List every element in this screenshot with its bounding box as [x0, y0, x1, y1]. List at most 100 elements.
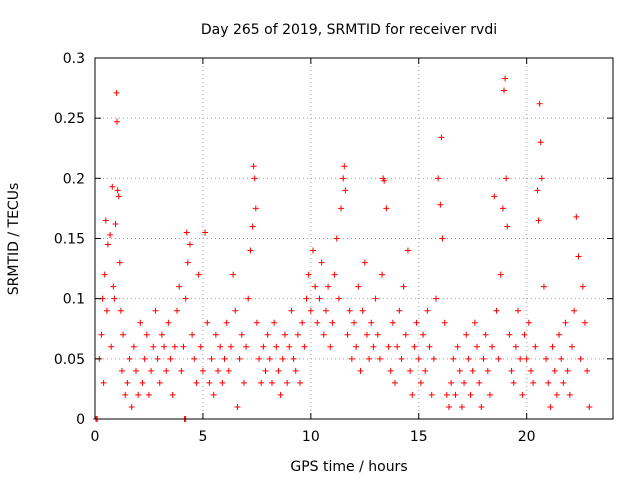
data-point: [133, 367, 140, 374]
data-point: [189, 331, 196, 338]
data-point: [361, 259, 368, 266]
data-point: [215, 367, 222, 374]
data-point: [258, 379, 265, 386]
data-point: [461, 379, 468, 386]
data-point: [167, 355, 174, 362]
data-point: [279, 355, 286, 362]
data-point: [409, 391, 416, 398]
data-point: [299, 319, 306, 326]
data-point: [387, 367, 394, 374]
data-point: [338, 205, 345, 212]
data-point: [174, 307, 181, 314]
data-point: [135, 391, 142, 398]
data-point: [394, 343, 401, 350]
data-point: [463, 331, 470, 338]
data-point: [204, 319, 211, 326]
data-point: [208, 355, 215, 362]
data-point: [525, 319, 532, 326]
data-point: [417, 379, 424, 386]
data-point: [141, 355, 148, 362]
data-point: [448, 379, 455, 386]
data-point: [452, 391, 459, 398]
y-tick-label: 0.15: [54, 232, 85, 248]
data-point: [318, 259, 325, 266]
data-point: [471, 319, 478, 326]
data-point: [535, 217, 542, 224]
data-point: [372, 295, 379, 302]
data-point: [256, 355, 263, 362]
data-point: [493, 307, 500, 314]
data-point: [219, 379, 226, 386]
data-point: [186, 241, 193, 248]
data-point: [383, 205, 390, 212]
data-point: [307, 307, 314, 314]
data-point: [118, 367, 125, 374]
data-point: [202, 229, 209, 236]
data-point: [489, 343, 496, 350]
data-point: [506, 331, 513, 338]
data-point: [320, 331, 327, 338]
data-points: [93, 75, 593, 422]
data-point: [398, 355, 405, 362]
data-point: [161, 343, 168, 350]
data-point: [243, 343, 250, 350]
data-point: [290, 355, 297, 362]
data-point: [333, 235, 340, 242]
data-point: [234, 403, 241, 410]
data-point: [331, 271, 338, 278]
data-point: [540, 283, 547, 290]
data-point: [322, 307, 329, 314]
data-point: [424, 307, 431, 314]
data-point: [577, 355, 584, 362]
data-point: [396, 307, 403, 314]
data-point: [428, 391, 435, 398]
data-point: [551, 367, 558, 374]
data-point: [184, 259, 191, 266]
data-point: [148, 367, 155, 374]
data-point: [503, 175, 510, 182]
data-point: [120, 331, 127, 338]
data-point: [107, 231, 114, 238]
data-point: [407, 367, 414, 374]
data-point: [392, 379, 399, 386]
data-point: [530, 379, 537, 386]
data-point: [245, 295, 252, 302]
data-point: [329, 319, 336, 326]
data-point: [98, 331, 105, 338]
x-tick-label: 20: [518, 429, 536, 445]
data-point: [250, 163, 257, 170]
data-point: [292, 367, 299, 374]
data-point: [404, 247, 411, 254]
data-point: [113, 89, 120, 96]
data-point: [502, 75, 509, 82]
data-point: [536, 100, 543, 107]
data-point: [482, 331, 489, 338]
data-point: [217, 343, 224, 350]
data-point: [465, 355, 472, 362]
data-point: [110, 283, 117, 290]
data-point: [458, 403, 465, 410]
data-point: [108, 343, 115, 350]
data-point: [275, 367, 282, 374]
data-point: [314, 319, 321, 326]
data-point: [562, 319, 569, 326]
y-tick-label: 0: [76, 412, 85, 428]
data-point: [297, 379, 304, 386]
data-point: [355, 283, 362, 290]
x-tick-label: 5: [198, 429, 207, 445]
data-point: [515, 307, 522, 314]
data-point: [534, 187, 541, 194]
data-point: [327, 343, 334, 350]
data-point: [400, 283, 407, 290]
y-axis-title: SRMTID / TECUs: [6, 183, 22, 296]
data-point: [277, 391, 284, 398]
data-point: [169, 391, 176, 398]
data-point: [268, 379, 275, 386]
data-point: [262, 367, 269, 374]
data-point: [527, 367, 534, 374]
data-point: [510, 379, 517, 386]
data-point: [413, 319, 420, 326]
data-point: [130, 343, 137, 350]
data-point: [264, 331, 271, 338]
data-point: [571, 307, 578, 314]
